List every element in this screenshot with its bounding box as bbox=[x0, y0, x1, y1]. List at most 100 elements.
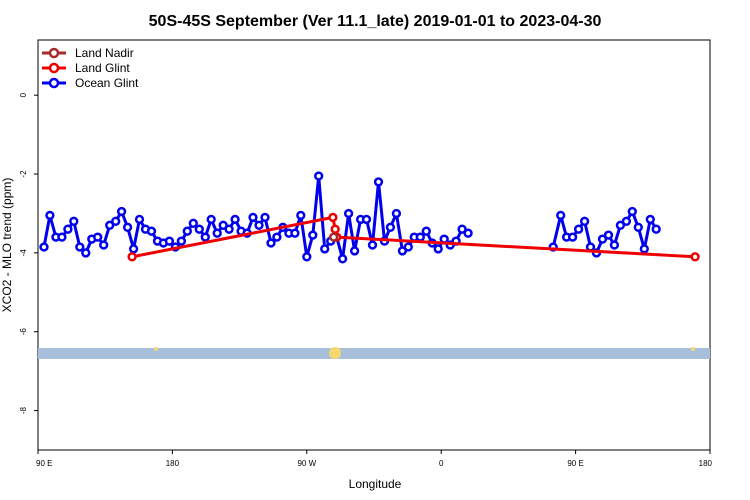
data-point bbox=[367, 240, 378, 250]
legend-marker bbox=[48, 47, 60, 59]
data-point bbox=[457, 224, 467, 234]
data-point bbox=[75, 242, 85, 252]
data-point bbox=[349, 246, 360, 256]
coverage-marker bbox=[329, 347, 341, 359]
plot-frame bbox=[37, 39, 711, 451]
data-point bbox=[260, 212, 270, 223]
series-layer bbox=[39, 171, 700, 264]
data-point bbox=[361, 214, 372, 225]
data-point bbox=[330, 224, 340, 234]
data-point bbox=[567, 232, 578, 242]
coverage-marker bbox=[691, 347, 695, 351]
data-point bbox=[134, 214, 145, 225]
data-point bbox=[200, 232, 210, 242]
data-point bbox=[224, 224, 234, 234]
data-point bbox=[415, 232, 425, 242]
data-point bbox=[337, 254, 348, 264]
data-point bbox=[290, 228, 300, 238]
series-ocean-glint bbox=[39, 171, 661, 264]
data-point bbox=[302, 252, 312, 262]
data-point bbox=[690, 252, 700, 262]
series-land-nadir bbox=[329, 232, 339, 242]
data-point bbox=[603, 230, 614, 240]
axis-ticks: 90 E 180 90 W 0 90 E 180 0 -2 -4 -6 -8 bbox=[19, 92, 713, 468]
data-point bbox=[212, 228, 222, 238]
data-point bbox=[314, 171, 324, 181]
data-point bbox=[296, 210, 306, 221]
data-point bbox=[609, 240, 620, 250]
data-point bbox=[343, 208, 354, 219]
legend-marker bbox=[48, 62, 60, 74]
data-point bbox=[615, 220, 626, 230]
data-point bbox=[248, 212, 258, 223]
data-point bbox=[81, 248, 91, 258]
data-point bbox=[639, 244, 649, 254]
y-tick-label: -6 bbox=[19, 328, 28, 336]
data-point bbox=[63, 224, 73, 234]
data-point bbox=[579, 216, 590, 226]
data-point bbox=[320, 244, 330, 254]
coverage-marker bbox=[154, 347, 158, 351]
data-point bbox=[206, 214, 216, 225]
y-tick-label: 0 bbox=[19, 92, 28, 97]
legend-label: Ocean Glint bbox=[75, 76, 139, 90]
data-point bbox=[127, 252, 137, 262]
data-point bbox=[627, 206, 637, 217]
data-point bbox=[556, 210, 566, 221]
chart-title: 50S-45S September (Ver 11.1_late) 2019-0… bbox=[149, 13, 602, 30]
data-point bbox=[176, 236, 187, 246]
x-tick-label: 90 E bbox=[567, 459, 583, 468]
data-point bbox=[597, 234, 608, 244]
x-tick-label: 0 bbox=[439, 459, 444, 468]
data-point bbox=[39, 242, 49, 252]
data-point bbox=[99, 240, 109, 250]
data-point bbox=[645, 214, 655, 225]
data-point bbox=[329, 232, 339, 242]
data-point bbox=[188, 218, 198, 228]
data-point bbox=[621, 216, 632, 226]
data-coverage-band bbox=[38, 347, 710, 359]
y-tick-label: -4 bbox=[19, 249, 28, 257]
data-point bbox=[105, 220, 115, 230]
data-point bbox=[433, 244, 443, 254]
data-point bbox=[45, 210, 55, 221]
data-point bbox=[116, 206, 127, 217]
data-point bbox=[385, 222, 396, 232]
data-point bbox=[57, 232, 67, 242]
legend-marker bbox=[48, 77, 60, 89]
x-tick-label: 90 W bbox=[297, 459, 316, 468]
data-point bbox=[230, 214, 240, 225]
data-point bbox=[69, 216, 79, 226]
x-axis-label: Longitude bbox=[349, 477, 402, 491]
data-point bbox=[651, 224, 661, 234]
coverage-band bbox=[38, 348, 710, 359]
x-tick-label: 180 bbox=[699, 459, 713, 468]
data-point bbox=[463, 228, 473, 238]
x-tick-label: 90 E bbox=[36, 459, 52, 468]
data-point bbox=[585, 242, 596, 252]
data-point bbox=[128, 244, 139, 254]
data-point bbox=[573, 224, 584, 234]
y-tick-label: -8 bbox=[19, 406, 28, 414]
y-tick-label: -2 bbox=[19, 170, 28, 178]
data-point bbox=[194, 224, 204, 234]
data-point bbox=[254, 220, 264, 230]
data-point bbox=[308, 230, 318, 240]
data-point bbox=[272, 232, 282, 242]
data-point bbox=[421, 226, 431, 236]
data-point bbox=[403, 242, 413, 252]
data-point bbox=[93, 232, 103, 242]
data-point bbox=[391, 208, 402, 219]
legend-label: Land Glint bbox=[75, 61, 130, 75]
data-point bbox=[373, 177, 384, 187]
data-point bbox=[266, 238, 276, 248]
data-point bbox=[633, 222, 643, 232]
data-point bbox=[182, 226, 192, 236]
data-point bbox=[146, 226, 157, 236]
data-point bbox=[164, 236, 175, 246]
data-point bbox=[328, 212, 338, 223]
legend-label: Land Nadir bbox=[75, 46, 134, 60]
x-tick-label: 180 bbox=[166, 459, 180, 468]
